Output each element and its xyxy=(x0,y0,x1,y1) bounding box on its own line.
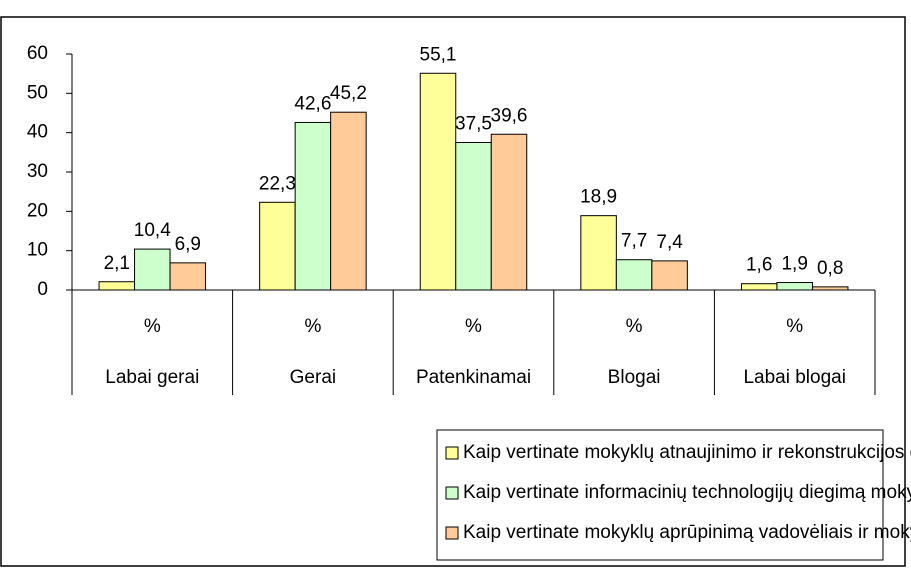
bar xyxy=(455,142,492,291)
legend-label: Kaip vertinate mokyklų atnaujinimo ir re… xyxy=(463,442,911,463)
x-sublabel: % xyxy=(626,316,643,337)
legend-label: Kaip vertinate mokyklų aprūpinimą vadovė… xyxy=(463,522,911,543)
bar xyxy=(615,259,653,291)
x-tick-label: Blogai xyxy=(608,367,661,388)
x-tick-label: Labai blogai xyxy=(743,367,845,388)
x-sublabel: % xyxy=(465,316,482,337)
data-label: 39,6 xyxy=(491,105,528,126)
data-label: 55,1 xyxy=(420,44,457,65)
legend-swatch xyxy=(445,446,459,460)
data-label: 18,9 xyxy=(580,187,617,208)
bar xyxy=(259,201,296,291)
y-tick-label: 10 xyxy=(27,240,48,261)
bar xyxy=(776,282,813,291)
x-sublabel: % xyxy=(304,316,321,337)
y-tick-label: 30 xyxy=(27,161,48,182)
y-tick-label: 40 xyxy=(27,122,48,143)
x-tick-label: Gerai xyxy=(290,367,336,388)
y-tick-label: 20 xyxy=(27,200,48,221)
bar xyxy=(580,215,617,291)
data-label: 1,9 xyxy=(781,254,807,275)
y-tick-label: 60 xyxy=(27,43,48,64)
legend-swatch xyxy=(445,526,459,540)
bar xyxy=(294,121,332,291)
bar xyxy=(651,260,688,291)
y-tick-label: 50 xyxy=(27,82,48,103)
x-tick-label: Labai gerai xyxy=(105,367,199,388)
data-label: 22,3 xyxy=(259,173,296,194)
legend-label: Kaip vertinate informacinių technologijų… xyxy=(463,482,911,503)
data-label: 2,1 xyxy=(104,253,130,274)
x-tick-label: Patenkinamai xyxy=(416,367,531,388)
bar xyxy=(134,248,171,291)
bar xyxy=(169,262,207,291)
bar xyxy=(740,283,778,291)
data-label: 42,6 xyxy=(294,93,331,114)
data-label: 7,7 xyxy=(621,231,647,252)
data-label: 0,8 xyxy=(817,258,843,279)
data-label: 37,5 xyxy=(455,114,492,135)
data-label: 45,2 xyxy=(330,83,367,104)
bar xyxy=(98,281,136,291)
legend-box xyxy=(436,429,884,561)
bar xyxy=(330,111,367,291)
data-label: 7,4 xyxy=(656,232,683,253)
x-sublabel: % xyxy=(144,316,161,337)
data-label: 1,6 xyxy=(746,255,772,276)
y-tick-label: 0 xyxy=(37,279,48,300)
bar xyxy=(490,133,528,291)
x-sublabel: % xyxy=(786,316,803,337)
data-label: 6,9 xyxy=(175,234,201,255)
data-label: 10,4 xyxy=(134,220,171,241)
bar xyxy=(419,72,457,291)
legend-swatch xyxy=(445,486,459,500)
